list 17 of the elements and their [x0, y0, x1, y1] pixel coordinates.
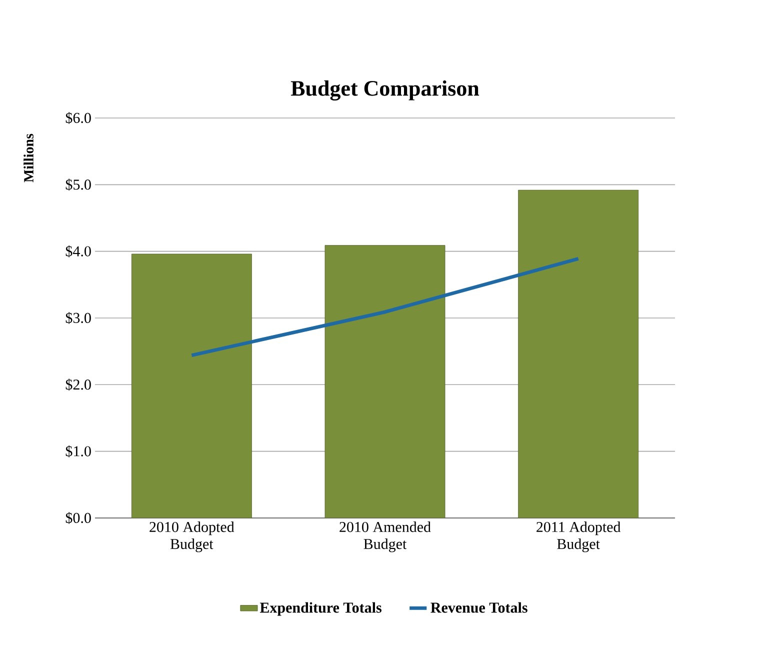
chart-title: Budget Comparison: [290, 80, 480, 100]
x-tick-label: 2010 Amended Budget: [340, 522, 431, 552]
y-tick-label: $6.0: [66, 112, 91, 124]
legend-label: Revenue Totals: [430, 602, 528, 613]
bar: [518, 190, 639, 518]
y-tick-label: $0.0: [66, 512, 91, 524]
y-tick-label: $4.0: [66, 245, 91, 258]
y-tick-label: $2.0: [66, 378, 91, 391]
y-tick-label: $5.0: [66, 178, 91, 191]
y-tick-label: $1.0: [66, 445, 91, 458]
x-tick-label: 2010 Adopted Budget: [150, 522, 234, 552]
y-tick-label: $3.0: [66, 312, 91, 324]
bar: [131, 254, 252, 518]
y-axis-title: Millions: [24, 134, 34, 182]
bar: [324, 245, 446, 518]
legend-label: Expenditure Totals: [260, 602, 382, 616]
x-tick-label: 2011 Adopted Budget: [536, 522, 621, 552]
